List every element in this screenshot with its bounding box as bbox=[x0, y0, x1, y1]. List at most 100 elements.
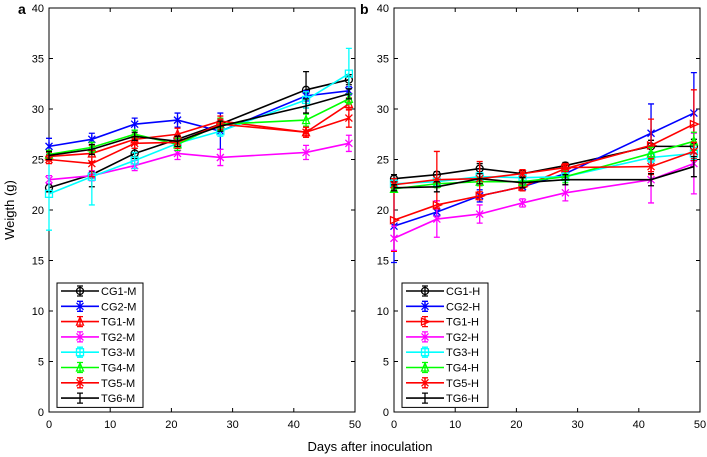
data-point bbox=[87, 159, 96, 169]
legend-errorbar bbox=[422, 392, 428, 404]
x-tick-label: 10 bbox=[449, 419, 461, 431]
legend-marker bbox=[75, 315, 85, 326]
data-point bbox=[689, 146, 698, 156]
data-point bbox=[130, 119, 139, 129]
error-bar bbox=[391, 184, 397, 192]
x-tick-label: 0 bbox=[391, 419, 397, 431]
legend-label: CG1-M bbox=[101, 286, 136, 298]
legend-label: TG6-M bbox=[101, 393, 135, 405]
data-point bbox=[344, 69, 354, 78]
error-bar bbox=[217, 120, 224, 132]
y-tick-label: 10 bbox=[377, 306, 389, 318]
y-tick-label: 15 bbox=[377, 256, 389, 268]
data-point bbox=[344, 113, 353, 123]
legend-marker bbox=[421, 332, 429, 341]
data-point bbox=[390, 234, 398, 243]
legend: CG1-M CG2-M TG1-M TG2-M TG3-M TG4-M TG5-M TG6-M bbox=[56, 282, 144, 408]
legend-marker bbox=[75, 348, 85, 357]
data-point bbox=[173, 115, 182, 125]
y-tick-label: 5 bbox=[38, 357, 44, 369]
data-point bbox=[216, 153, 225, 162]
data-point bbox=[432, 215, 441, 224]
x-tick-label: 20 bbox=[165, 419, 177, 431]
y-tick-label: 25 bbox=[377, 155, 389, 167]
legend-marker bbox=[420, 286, 430, 296]
legend-label: TG6-H bbox=[446, 393, 479, 405]
y-tick-label: 30 bbox=[377, 104, 389, 116]
x-tick-label: 40 bbox=[633, 419, 645, 431]
legend-label: TG2-M bbox=[101, 332, 135, 344]
error-bar bbox=[46, 150, 52, 161]
data-point bbox=[561, 188, 570, 197]
y-tick-label: 40 bbox=[32, 3, 44, 15]
data-point bbox=[302, 127, 310, 137]
data-point bbox=[130, 156, 139, 165]
y-tick-label: 0 bbox=[383, 407, 389, 419]
y-tick-label: 35 bbox=[32, 54, 44, 66]
legend-marker bbox=[75, 361, 85, 372]
legend-label: TG3-M bbox=[101, 347, 135, 359]
error-bar bbox=[131, 151, 138, 170]
x-tick-label: 10 bbox=[104, 419, 116, 431]
y-tick-label: 25 bbox=[32, 155, 44, 167]
panel-label-b: b bbox=[360, 1, 369, 17]
legend-label: TG1-H bbox=[446, 317, 479, 329]
panel-b: 0 10 20 30 40 50 0 5 10 15 20 25 30 35 40 CG1-H CG2-H TG1… bbox=[377, 3, 706, 431]
y-tick-label: 35 bbox=[377, 54, 389, 66]
data-point bbox=[475, 210, 484, 218]
legend-marker bbox=[75, 286, 85, 296]
x-tick-label: 40 bbox=[288, 419, 300, 431]
legend-errorbar bbox=[422, 315, 428, 328]
data-point bbox=[646, 147, 656, 158]
legend-label: CG1-H bbox=[446, 286, 480, 298]
y-tick-label: 20 bbox=[32, 205, 44, 217]
x-tick-label: 30 bbox=[571, 419, 583, 431]
legend-errorbar bbox=[77, 392, 83, 404]
legend-label: TG5-H bbox=[446, 378, 479, 390]
legend-marker bbox=[420, 317, 432, 327]
legend-label: CG2-H bbox=[446, 301, 480, 313]
legend-marker bbox=[420, 361, 430, 372]
y-tick-label: 5 bbox=[383, 357, 389, 369]
y-tick-label: 10 bbox=[32, 306, 44, 318]
legend-label: TG1-M bbox=[101, 317, 135, 329]
x-tick-label: 50 bbox=[694, 419, 706, 431]
data-point bbox=[518, 169, 527, 179]
legend-marker bbox=[76, 332, 84, 341]
legend-marker bbox=[76, 301, 84, 311]
legend-label: TG4-H bbox=[446, 363, 479, 375]
data-point bbox=[518, 198, 527, 207]
data-point bbox=[561, 163, 570, 173]
y-tick-label: 15 bbox=[32, 256, 44, 268]
legend-label: TG4-M bbox=[101, 363, 135, 375]
legend-label: TG3-H bbox=[446, 347, 479, 359]
data-point bbox=[344, 139, 353, 148]
legend-marker bbox=[421, 301, 429, 311]
data-point bbox=[389, 215, 401, 225]
legend-label: CG2-M bbox=[101, 301, 136, 313]
panel-label-a: a bbox=[18, 1, 26, 17]
error-bar bbox=[303, 98, 310, 114]
error-bar bbox=[345, 88, 352, 100]
error-bar bbox=[648, 172, 655, 187]
y-tick-label: 0 bbox=[38, 407, 44, 419]
x-tick-label: 50 bbox=[349, 419, 361, 431]
data-point bbox=[173, 149, 182, 158]
data-point bbox=[44, 189, 54, 198]
legend-marker bbox=[76, 378, 84, 388]
legend-box bbox=[56, 282, 144, 408]
series-TG6-H bbox=[391, 155, 697, 193]
legend-marker bbox=[420, 348, 430, 357]
error-bar bbox=[476, 172, 483, 185]
data-point bbox=[301, 113, 311, 125]
error-bar bbox=[131, 131, 138, 141]
legend-box bbox=[401, 282, 489, 408]
x-tick-label: 30 bbox=[226, 419, 238, 431]
x-axis-label: Days after inoculation bbox=[307, 439, 432, 454]
series-TG6-M bbox=[46, 88, 352, 161]
legend-label: TG5-M bbox=[101, 378, 135, 390]
legend: CG1-H CG2-H TG1-H TG2-H TG3-H TG4-H TG5-H TG6-H bbox=[401, 282, 489, 408]
panel-a: 0 10 20 30 40 50 0 5 10 15 20 25 30 35 40 CG1-M CG2-M TG1… bbox=[32, 3, 361, 431]
